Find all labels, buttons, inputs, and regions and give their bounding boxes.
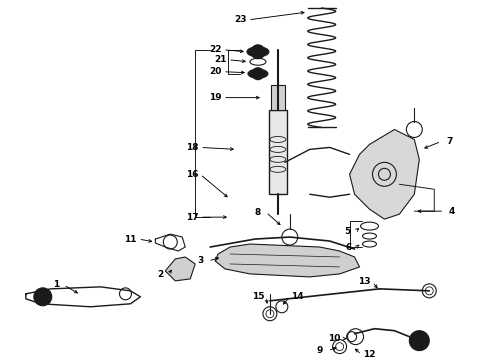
Text: 19: 19 [209, 93, 221, 102]
Bar [269, 109, 287, 194]
Circle shape [251, 45, 265, 59]
Text: 20: 20 [209, 67, 221, 76]
Text: 3: 3 [197, 256, 203, 265]
Text: 6: 6 [345, 243, 352, 252]
Text: 8: 8 [255, 208, 261, 217]
Polygon shape [215, 244, 360, 277]
Circle shape [252, 68, 264, 80]
Text: 5: 5 [344, 226, 351, 235]
Text: 16: 16 [186, 170, 198, 179]
Text: 14: 14 [292, 292, 304, 301]
Text: 11: 11 [124, 235, 137, 244]
Text: 23: 23 [234, 15, 246, 24]
Text: 7: 7 [446, 137, 452, 146]
Polygon shape [349, 130, 419, 219]
Text: 10: 10 [328, 334, 341, 343]
Text: 15: 15 [252, 292, 264, 301]
Text: 12: 12 [363, 350, 376, 359]
Ellipse shape [248, 69, 268, 78]
Text: 21: 21 [214, 55, 226, 64]
Ellipse shape [247, 47, 269, 57]
Text: 2: 2 [157, 270, 164, 279]
Text: 9: 9 [317, 346, 323, 355]
Text: 13: 13 [358, 278, 371, 287]
Bar [271, 85, 285, 109]
Text: 18: 18 [186, 143, 198, 152]
Circle shape [409, 331, 429, 351]
Circle shape [34, 288, 52, 306]
Text: 1: 1 [52, 280, 59, 289]
Text: 17: 17 [186, 213, 198, 222]
Polygon shape [165, 257, 195, 281]
Text: 4: 4 [449, 207, 455, 216]
Text: 22: 22 [209, 45, 221, 54]
Circle shape [415, 336, 424, 346]
